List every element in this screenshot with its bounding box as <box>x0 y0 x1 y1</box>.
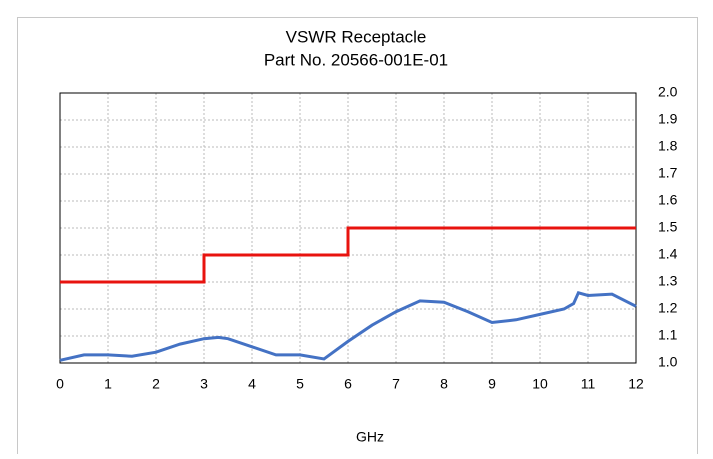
x-tick-label: 5 <box>296 376 304 392</box>
y-tick-label: 1.2 <box>658 300 678 316</box>
x-tick-label: 6 <box>344 376 352 392</box>
chart-title: VSWR Receptacle <box>286 27 427 46</box>
x-tick-label: 4 <box>248 376 256 392</box>
y-tick-label: 1.0 <box>658 354 678 370</box>
y-tick-label: 1.8 <box>658 138 678 154</box>
x-tick-label: 9 <box>488 376 496 392</box>
x-tick-label: 1 <box>104 376 112 392</box>
y-tick-label: 1.6 <box>658 192 678 208</box>
chart-subtitle: Part No. 20566-001E-01 <box>264 50 448 69</box>
x-tick-label: 8 <box>440 376 448 392</box>
chart-frame <box>17 17 698 458</box>
y-tick-label: 1.5 <box>658 219 678 235</box>
y-tick-label: 1.4 <box>658 246 678 262</box>
y-tick-label: 1.7 <box>658 165 678 181</box>
x-tick-label: 12 <box>628 376 644 392</box>
y-tick-label: 1.1 <box>658 327 678 343</box>
x-tick-label: 0 <box>56 376 64 392</box>
x-tick-label: 10 <box>532 376 548 392</box>
series-line <box>59 291 637 362</box>
y-tick-label: 1.9 <box>658 111 678 127</box>
y-tick-label: 2.0 <box>658 84 678 100</box>
x-tick-label: 11 <box>581 376 596 392</box>
x-tick-label: 7 <box>392 376 400 392</box>
series-line <box>60 226 636 284</box>
x-tick-label: 2 <box>152 376 160 392</box>
x-axis-label: GHz <box>356 429 384 445</box>
x-tick-label: 3 <box>200 376 208 392</box>
y-tick-label: 1.3 <box>658 273 678 289</box>
